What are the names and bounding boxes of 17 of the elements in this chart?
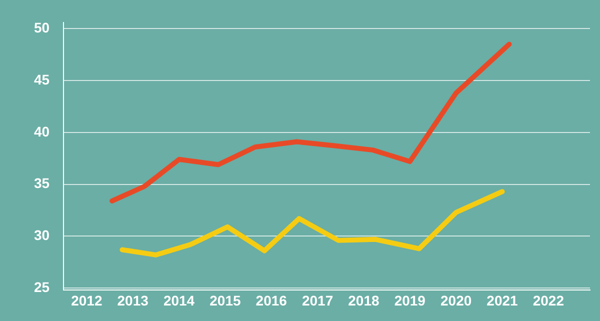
x-tick-label: 2012 bbox=[71, 292, 102, 308]
x-tick-label: 2020 bbox=[440, 292, 472, 308]
y-tick-label: 30 bbox=[34, 227, 50, 244]
y-tick-label: 45 bbox=[34, 71, 50, 88]
x-tick-label: 2019 bbox=[394, 292, 426, 308]
x-tick-label: 2022 bbox=[532, 292, 564, 308]
x-tick-label: 2017 bbox=[302, 292, 334, 308]
x-tick-label: 2018 bbox=[348, 292, 380, 308]
y-tick-label: 40 bbox=[34, 123, 50, 140]
x-tick-label: 2015 bbox=[210, 292, 241, 308]
y-tick-label: 50 bbox=[34, 19, 50, 36]
x-tick-label: 2013 bbox=[117, 292, 149, 308]
x-tick-label: 2014 bbox=[163, 292, 195, 308]
x-tick-label: 2016 bbox=[256, 292, 288, 308]
x-tick-label: 2021 bbox=[486, 292, 518, 308]
y-tick-label: 35 bbox=[34, 175, 50, 192]
y-tick-label: 25 bbox=[34, 278, 50, 295]
